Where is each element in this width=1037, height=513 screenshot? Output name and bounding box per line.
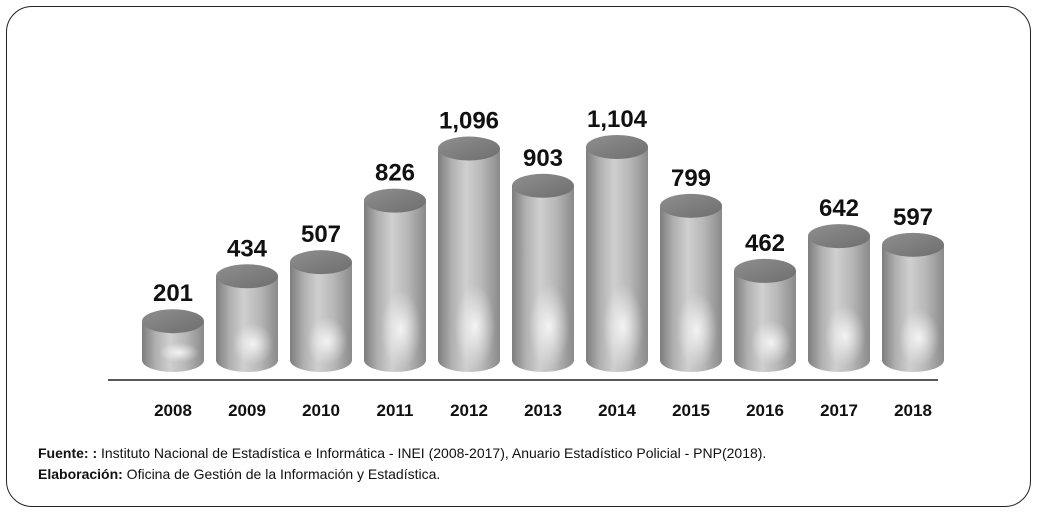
x-tick-label-2018: 2018 [894,401,932,420]
elaboration-label: Elaboración: [38,466,123,482]
bar-highlight [158,342,200,363]
bar-highlight [380,289,422,369]
x-tick-label-2008: 2008 [154,401,192,420]
data-label-2011: 826 [375,160,415,187]
bar-top [290,250,352,275]
bar-2016 [734,258,796,372]
bar-highlight [898,309,940,367]
bar-2012 [438,136,500,372]
bar-highlight [824,305,866,367]
bar-top [660,193,722,218]
x-tick-label-2016: 2016 [746,401,784,420]
x-tick-label-2011: 2011 [377,401,414,420]
data-label-2015: 799 [671,165,711,192]
bar-2009 [216,264,278,372]
bar-highlight [232,323,274,365]
data-label-2014: 1,104 [587,106,648,133]
elaboration-text: Oficina de Gestión de la Información y E… [122,466,441,482]
bar-2011 [364,188,426,372]
bar-top [512,173,574,198]
bar-2010 [290,250,352,372]
bar-highlight [528,284,570,370]
bar-2017 [808,224,870,372]
bar-2008 [142,309,204,372]
bars-layer [142,135,944,372]
elaboration-note: Elaboración: Oficina de Gestión de la In… [38,466,440,482]
x-tick-label-2015: 2015 [672,401,710,420]
data-label-2009: 434 [227,235,268,262]
x-tick-label-2013: 2013 [524,401,562,420]
x-tick-label-2017: 2017 [820,401,858,420]
data-label-2018: 597 [893,204,933,231]
data-label-2008: 201 [153,280,193,307]
data-label-2013: 903 [523,145,563,172]
data-label-2017: 642 [819,195,859,222]
x-tick-label-2009: 2009 [228,401,266,420]
bar-2014 [586,135,648,372]
bar-highlight [750,320,792,365]
x-tick-label-2014: 2014 [598,401,636,420]
bar-top [364,188,426,213]
bar-top [808,224,870,249]
source-label: Fuente: : [38,445,98,461]
x-tick-label-2010: 2010 [302,401,340,420]
source-note: Fuente: : Instituto Nacional de Estadíst… [38,445,766,461]
bar-top [882,232,944,257]
bar-highlight [306,316,348,366]
bar-2015 [660,193,722,372]
bar-highlight [676,292,718,369]
bar-2013 [512,173,574,372]
bar-highlight [602,284,644,370]
source-text: Instituto Nacional de Estadística e Info… [97,445,767,461]
bar-highlight [454,284,496,370]
data-label-2016: 462 [745,230,785,257]
bar-top [734,258,796,283]
bar-top [142,309,204,334]
bar-2018 [882,232,944,372]
data-label-2010: 507 [301,221,341,248]
data-labels-layer: 201 434 507 826 1,096 903 1,104 799 462 642 597 [153,106,933,307]
x-tick-labels-layer: 2008 2009 2010 2011 2012 2013 2014 2015 2016 2017… [154,401,932,420]
bar-top [216,264,278,289]
bar-top [586,135,648,159]
x-tick-label-2012: 2012 [450,401,488,420]
data-label-2012: 1,096 [439,108,499,135]
bar-top [438,136,500,161]
